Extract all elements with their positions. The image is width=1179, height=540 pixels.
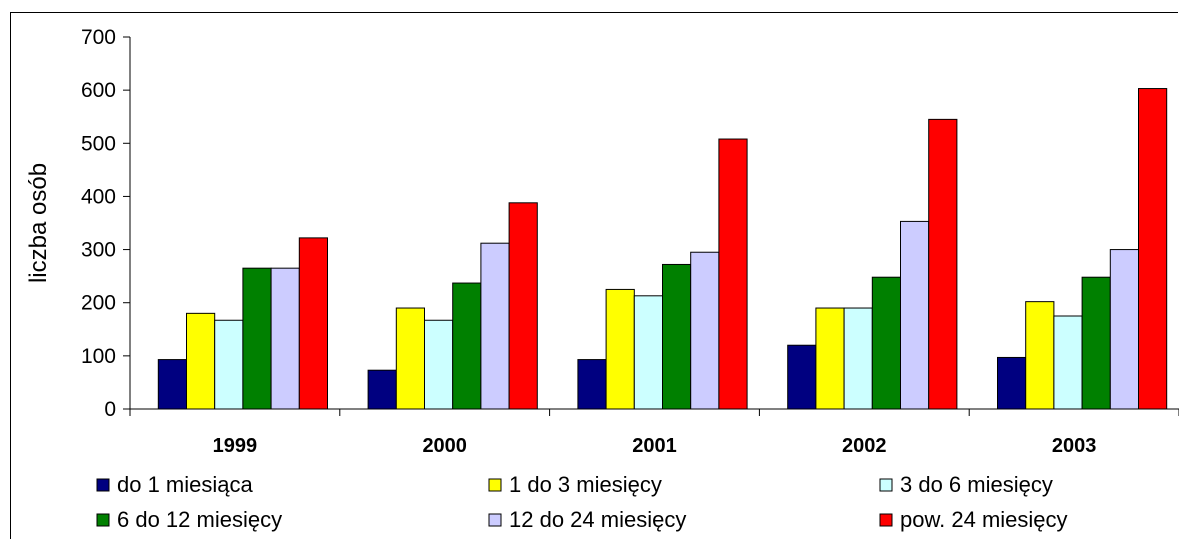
y-tick-label: 400 <box>81 185 116 208</box>
y-tick-label: 500 <box>81 132 116 155</box>
bar <box>928 118 958 410</box>
legend-label: do 1 miesiąca <box>117 472 254 497</box>
bar <box>1109 249 1140 410</box>
bar <box>605 288 635 410</box>
legend-label: 3 do 6 miesięcy <box>900 472 1053 497</box>
legend-label: 12 do 24 miesięcy <box>509 507 686 532</box>
bar <box>1025 301 1055 410</box>
bar <box>480 242 510 410</box>
x-tick-label: 1999 <box>213 435 258 457</box>
legend-label: 6 do 12 miesięcy <box>117 507 282 532</box>
legend-swatch <box>879 513 893 527</box>
y-tick-label: 700 <box>81 26 116 49</box>
x-tick-label: 2003 <box>1052 435 1097 457</box>
legend-swatch <box>96 513 110 527</box>
x-tick-label: 2001 <box>632 435 677 457</box>
bar <box>1081 276 1111 410</box>
legend-swatch <box>488 478 502 492</box>
legend-label: 1 do 3 miesięcy <box>509 472 662 497</box>
bar <box>186 312 216 410</box>
y-tick-label: 200 <box>81 292 116 315</box>
bar <box>997 356 1027 410</box>
legend-swatch <box>879 478 893 492</box>
bar <box>508 202 538 410</box>
bar <box>424 319 454 410</box>
bar <box>718 138 748 410</box>
bar <box>662 263 692 410</box>
legend-label: pow. 24 miesięcy <box>900 507 1068 532</box>
x-tick-label: 2002 <box>842 435 887 457</box>
bar <box>242 267 272 410</box>
y-tick-label: 100 <box>81 345 116 368</box>
bar <box>633 295 663 410</box>
chart-frame <box>10 12 1178 539</box>
legend-swatch <box>96 478 110 492</box>
y-tick-label: 600 <box>81 79 116 102</box>
bar <box>871 276 901 410</box>
bar <box>452 282 482 410</box>
y-axis-label: liczba osób <box>25 163 52 283</box>
bar <box>900 220 930 410</box>
bar <box>157 359 188 410</box>
y-tick-label: 0 <box>104 398 116 421</box>
bar <box>815 307 845 410</box>
bar <box>270 267 300 410</box>
bars <box>157 88 1168 410</box>
bar <box>1138 88 1168 410</box>
bar <box>787 344 817 410</box>
legend: do 1 miesiąca 1 do 3 miesięcy 3 do 6 miesi… <box>96 472 1068 532</box>
bar <box>1053 315 1083 410</box>
bar <box>690 251 720 410</box>
bar <box>298 237 328 410</box>
legend-swatch <box>488 513 502 527</box>
bar <box>577 359 607 410</box>
bar <box>395 307 425 410</box>
bar <box>843 307 873 410</box>
y-tick-label: 300 <box>81 239 116 262</box>
bar <box>214 319 244 410</box>
bar <box>367 369 397 410</box>
x-tick-label: 2000 <box>422 435 467 457</box>
